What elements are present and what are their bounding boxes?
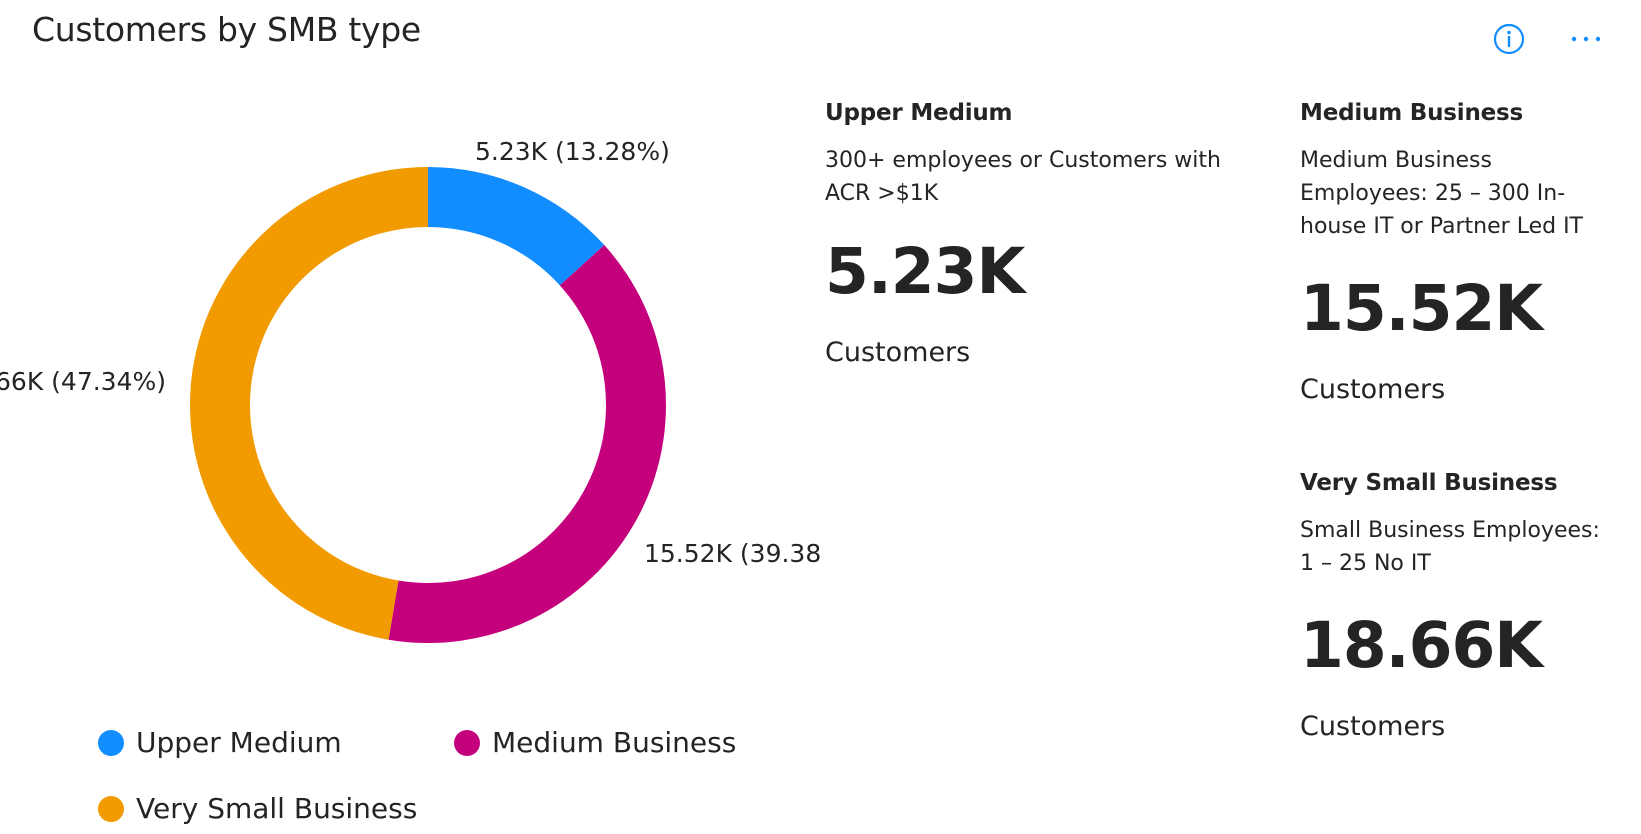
card-description: Small Business Employees: 1 – 25 No IT <box>1300 518 1600 576</box>
card-heading: Medium Business <box>1300 100 1524 126</box>
chart-title: Customers by SMB type <box>32 10 421 49</box>
card-upper-medium: Upper Medium 300+ employees or Customers… <box>825 100 1255 368</box>
more-options-icon[interactable] <box>1566 22 1606 56</box>
legend-label: Upper Medium <box>136 726 342 759</box>
card-medium-business: Medium Business Medium Business Employee… <box>1300 100 1620 405</box>
donut-slice-upper-medium[interactable] <box>428 167 605 286</box>
legend-dot-very-small-business <box>98 795 124 822</box>
data-label-very-small-business: 18.66K (47.34%) <box>0 367 166 396</box>
data-label-upper-medium: 5.23K (13.28%) <box>475 137 670 166</box>
card-value: 18.66K <box>1300 609 1543 682</box>
donut-slice-very-small-business[interactable] <box>190 167 428 640</box>
card-very-small-business: Very Small Business Small Business Emplo… <box>1300 470 1620 742</box>
card-description: 300+ employees or Customers with ACR >$1… <box>825 148 1221 206</box>
card-value: 5.23K <box>825 235 1025 308</box>
card-value: 15.52K <box>1300 272 1543 345</box>
donut-slice-medium-business[interactable] <box>388 245 666 643</box>
card-unit: Customers <box>825 337 971 368</box>
legend-item-medium-business[interactable]: Medium Business <box>454 726 736 759</box>
legend-label: Very Small Business <box>136 792 418 825</box>
legend-dot-upper-medium <box>98 729 124 756</box>
card-heading: Very Small Business <box>1300 470 1558 496</box>
card-unit: Customers <box>1300 374 1446 405</box>
donut-chart-area: 5.23K (13.28%) 15.52K (39.38%) 18.66K (47.… <box>0 60 820 700</box>
card-unit: Customers <box>1300 711 1446 742</box>
legend-dot-medium-business <box>454 729 480 756</box>
donut-chart: 5.23K (13.28%) 15.52K (39.38%) 18.66K (47.… <box>0 137 820 643</box>
card-heading: Upper Medium <box>825 100 1013 126</box>
legend-item-very-small-business[interactable]: Very Small Business <box>98 792 417 825</box>
legend-label: Medium Business <box>492 726 737 759</box>
card-description: Medium Business Employees: 25 – 300 In-h… <box>1300 148 1583 239</box>
info-icon[interactable] <box>1492 22 1526 56</box>
legend-item-upper-medium[interactable]: Upper Medium <box>98 726 342 759</box>
data-label-medium-business: 15.52K (39.38%) <box>644 539 820 568</box>
